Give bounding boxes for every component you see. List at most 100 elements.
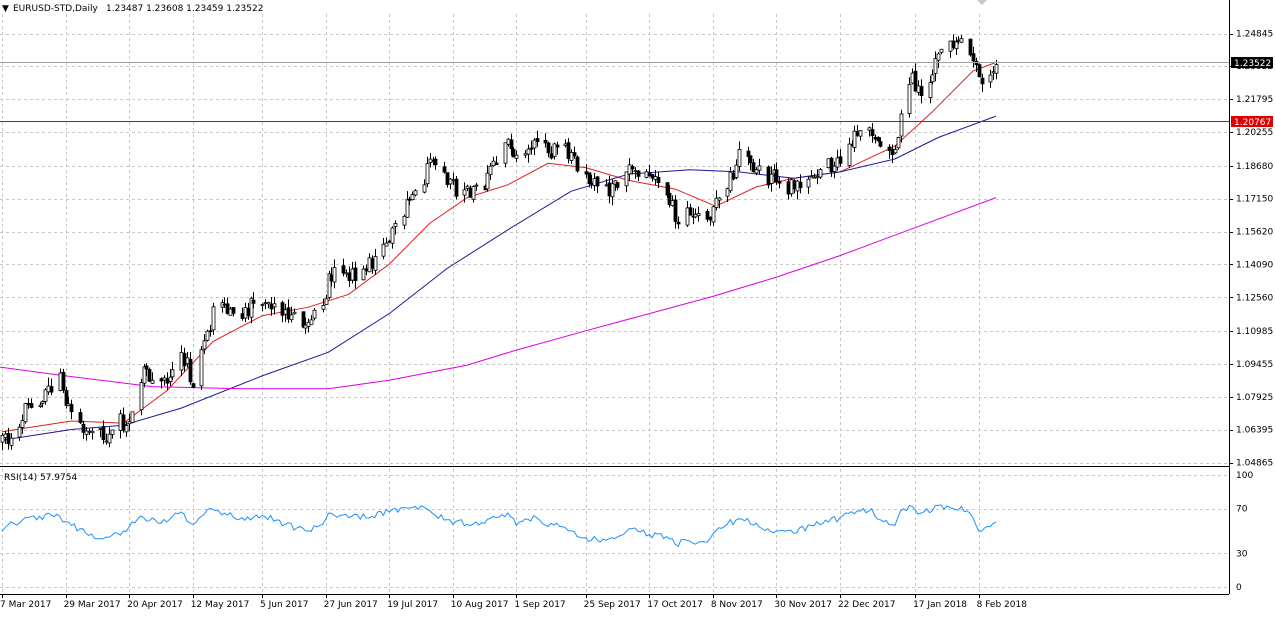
candle-bull	[381, 243, 386, 257]
price-tick-label: 1.10985	[1236, 327, 1273, 337]
candle-bull	[624, 171, 629, 187]
candle-bull	[503, 142, 508, 164]
candle-bear	[887, 146, 892, 152]
rsi-tick-label: 100	[1236, 471, 1253, 481]
candle-bear	[587, 172, 592, 185]
candle-bear	[647, 172, 652, 177]
candle-bull	[728, 171, 733, 192]
candle-bear	[445, 172, 450, 185]
candle-bull	[644, 171, 649, 178]
candle-bear	[191, 383, 196, 388]
candle-bear	[433, 158, 438, 166]
candle-bull	[936, 53, 941, 61]
candle-bull	[367, 257, 372, 273]
candle-bear	[231, 307, 236, 314]
candle-bull	[23, 403, 28, 423]
chart-shift-marker-icon[interactable]	[977, 0, 987, 5]
level-badge: 1.20767	[1231, 116, 1273, 128]
rsi-tick-label: 70	[1236, 505, 1248, 515]
candle-bull	[0, 435, 5, 443]
candle-bear	[777, 181, 782, 184]
candle-bull	[832, 165, 837, 173]
candle-bear	[980, 77, 985, 85]
candle-bull	[38, 404, 43, 407]
candle-bull	[87, 430, 92, 433]
candle-bull	[506, 138, 511, 145]
candle-bull	[309, 319, 314, 325]
candle-bull	[185, 357, 190, 365]
candle-bear	[69, 404, 74, 413]
candle-bull	[991, 71, 996, 74]
candle-bull	[847, 143, 852, 166]
candle-bull	[107, 433, 112, 444]
candle-bull	[893, 149, 898, 154]
candle-bear	[144, 365, 149, 370]
candle-bull	[737, 148, 742, 167]
candle-bull	[344, 272, 349, 275]
candle-bull	[988, 74, 993, 83]
candle-bull	[43, 389, 48, 402]
candle-bear	[81, 423, 86, 433]
candle-bull	[118, 413, 123, 431]
candle-bear	[370, 258, 375, 269]
dropdown-arrow-icon[interactable]: ▼	[2, 4, 9, 14]
candle-bull	[928, 82, 933, 98]
candle-bear	[208, 330, 213, 333]
candle-bull	[734, 164, 739, 178]
ohlc-values: 1.23487 1.23608 1.23459 1.23522	[106, 4, 263, 14]
candle-bull	[40, 401, 45, 404]
candle-bull	[907, 84, 912, 114]
candle-bear	[222, 303, 227, 306]
candle-bull	[670, 200, 675, 206]
time-tick-label: 25 Sep 2017	[584, 600, 641, 610]
candle-bear	[913, 70, 918, 92]
candle-bear	[873, 136, 878, 140]
candle-bear	[575, 156, 580, 172]
candle-bear	[656, 177, 661, 184]
candle-bear	[387, 240, 392, 243]
time-axis[interactable]: 7 Mar 2017 29 Mar 2017 20 Apr 2017 12 May 2…	[0, 594, 1027, 610]
candle-bear	[748, 155, 753, 164]
candle-bear	[341, 265, 346, 274]
candle-bull	[110, 429, 115, 435]
candle-bull	[653, 176, 658, 180]
candle-bear	[269, 303, 274, 310]
candle-bear	[688, 207, 693, 216]
candle-bear	[64, 390, 69, 406]
candle-bear	[61, 371, 66, 391]
candle-bear	[731, 172, 736, 180]
candle-bull	[66, 403, 71, 406]
price-axis[interactable]: 1.248451.233221.217951.202551.186801.171…	[1229, 30, 1273, 469]
candle-bull	[289, 314, 294, 321]
candle-bear	[49, 386, 54, 393]
rsi-tick-label: 0	[1236, 583, 1242, 593]
candle-bear	[543, 140, 548, 144]
candle-bear	[159, 378, 164, 382]
candle-bear	[951, 40, 956, 48]
candle-bull	[696, 213, 701, 217]
candle-bull	[956, 39, 961, 42]
candle-bull	[179, 352, 184, 371]
candle-bull	[324, 298, 329, 306]
candle-bull	[46, 385, 51, 393]
price-tick-label: 1.04865	[1236, 459, 1273, 469]
candle-bear	[829, 157, 834, 173]
candle-bull	[350, 268, 355, 281]
candle-bear	[870, 129, 875, 137]
candle-bull	[910, 72, 915, 84]
candle-bear	[280, 302, 285, 316]
candle-bull	[532, 139, 537, 149]
candle-bull	[3, 433, 8, 438]
candle-bull	[402, 215, 407, 226]
candle-bull	[384, 242, 389, 247]
candle-bull	[835, 157, 840, 168]
current-price-badge-text: 1.23522	[1234, 59, 1271, 69]
time-tick-label: 10 Aug 2017	[451, 600, 509, 610]
candle-bull	[373, 256, 378, 271]
candle-bull	[563, 143, 568, 146]
candle-bull	[9, 437, 14, 446]
candle-bull	[405, 199, 410, 218]
time-tick-label: 5 Jun 2017	[260, 600, 308, 610]
